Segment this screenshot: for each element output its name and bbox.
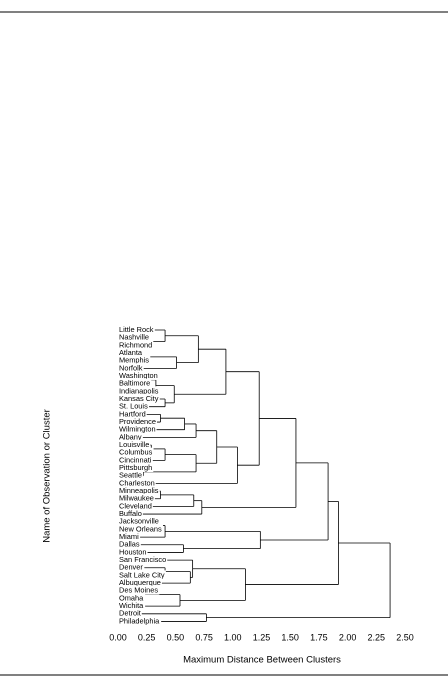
leaf-label: Minneapolis xyxy=(119,486,159,495)
y-axis-title: Name of Observation or Cluster xyxy=(42,409,53,543)
leaf-label: Salt Lake City xyxy=(119,570,165,579)
leaf-label: Buffalo xyxy=(119,509,142,518)
leaf-label: Denver xyxy=(119,563,143,572)
leaf-label: St. Louis xyxy=(119,402,148,411)
label-backdrop xyxy=(118,501,153,511)
x-tick-label: 0.25 xyxy=(138,632,156,642)
leaf-label: Des Moines xyxy=(119,586,158,595)
leaf-label: Louisville xyxy=(119,440,149,449)
x-tick-label: 1.50 xyxy=(281,632,299,642)
label-backdrop xyxy=(118,378,152,388)
leaf-label: Kansas City xyxy=(119,394,159,403)
leaf-label: Dallas xyxy=(119,540,140,549)
label-backdrop xyxy=(118,524,164,534)
label-backdrop xyxy=(118,509,143,519)
label-backdrop xyxy=(118,601,146,611)
leaf-label: Philadelphia xyxy=(119,616,160,625)
leaf-label: Norfolk xyxy=(119,363,143,372)
leaf-label: Hartford xyxy=(119,409,146,418)
leaf-label: Albany xyxy=(119,432,142,441)
leaf-label: Richmond xyxy=(119,340,152,349)
x-tick-label: 2.50 xyxy=(396,632,414,642)
label-backdrop xyxy=(118,463,154,473)
leaf-label: Indianapolis xyxy=(119,386,159,395)
leaf-label: Columbus xyxy=(119,448,153,457)
leaf-label: Atlanta xyxy=(119,348,143,357)
label-backdrop xyxy=(118,547,148,557)
x-tick-label: 0.00 xyxy=(109,632,127,642)
label-backdrop xyxy=(118,570,166,580)
label-backdrop xyxy=(118,347,144,357)
label-backdrop xyxy=(118,478,156,488)
label-backdrop xyxy=(118,324,155,334)
leaf-label: Detroit xyxy=(119,609,141,618)
label-backdrop xyxy=(118,401,150,411)
label-backdrop xyxy=(118,486,160,496)
leaf-label: Baltimore xyxy=(119,379,150,388)
label-backdrop xyxy=(118,363,144,373)
label-backdrop xyxy=(118,424,157,434)
leaf-label: Pittsburgh xyxy=(119,463,152,472)
label-backdrop xyxy=(118,455,153,465)
label-backdrop xyxy=(118,432,143,442)
label-backdrop xyxy=(118,386,160,396)
label-backdrop xyxy=(118,578,162,588)
label-backdrop xyxy=(118,393,160,403)
leaf-label: Miami xyxy=(119,532,139,541)
leaf-label: Jacksonville xyxy=(119,517,159,526)
label-backdrop xyxy=(118,447,154,457)
label-backdrop xyxy=(118,555,168,565)
label-backdrop xyxy=(118,440,151,450)
label-backdrop xyxy=(118,532,141,542)
x-axis-title: Maximum Distance Between Clusters xyxy=(183,655,341,666)
leaf-label: Wichita xyxy=(119,601,144,610)
leaf-label: Seattle xyxy=(119,471,142,480)
x-tick-label: 1.25 xyxy=(253,632,271,642)
x-tick-label: 0.75 xyxy=(195,632,213,642)
leaf-label: Houston xyxy=(119,547,147,556)
label-backdrop xyxy=(118,608,142,618)
label-backdrop xyxy=(118,409,147,419)
label-backdrop xyxy=(118,616,162,626)
label-backdrop xyxy=(118,470,144,480)
leaf-label: Providence xyxy=(119,417,156,426)
label-backdrop xyxy=(118,355,151,365)
label-backdrop xyxy=(118,370,159,380)
leaf-label: Omaha xyxy=(119,593,144,602)
leaf-label: Cleveland xyxy=(119,501,152,510)
x-tick-label: 1.00 xyxy=(224,632,242,642)
leaf-label: Washington xyxy=(119,371,158,380)
x-tick-label: 2.25 xyxy=(368,632,386,642)
label-backdrop xyxy=(118,332,150,342)
x-tick-label: 0.50 xyxy=(167,632,185,642)
leaf-label: Cincinnati xyxy=(119,455,152,464)
leaf-label: New Orleans xyxy=(119,524,162,533)
leaf-label: Milwaukee xyxy=(119,494,154,503)
label-backdrop xyxy=(118,516,160,526)
leaf-label: Nashville xyxy=(119,333,149,342)
label-backdrop xyxy=(118,562,145,572)
leaf-label: San Francisco xyxy=(119,555,166,564)
label-backdrop xyxy=(118,539,141,549)
label-backdrop xyxy=(118,416,157,426)
leaf-label: Wilmington xyxy=(119,425,156,434)
leaf-label: Charleston xyxy=(119,478,155,487)
x-tick-label: 1.75 xyxy=(310,632,328,642)
label-backdrop xyxy=(118,593,146,603)
label-backdrop xyxy=(118,340,154,350)
label-backdrop xyxy=(118,585,160,595)
label-backdrop xyxy=(118,493,155,503)
x-tick-label: 2.00 xyxy=(339,632,357,642)
leaf-label: Little Rock xyxy=(119,325,154,334)
leaf-label: Albuquerque xyxy=(119,578,161,587)
leaf-label: Memphis xyxy=(119,356,149,365)
